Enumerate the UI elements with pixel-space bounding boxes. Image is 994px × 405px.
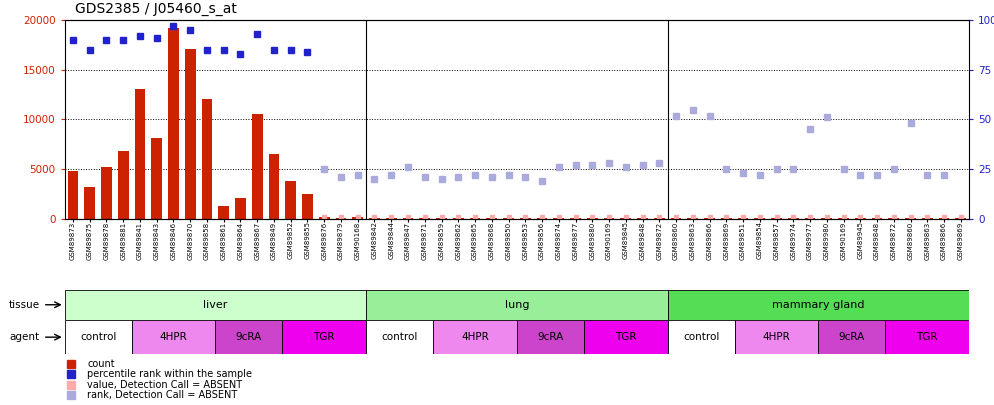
Text: 4HPR: 4HPR — [461, 332, 489, 342]
Bar — [216, 320, 282, 354]
Bar — [65, 290, 366, 320]
Text: 4HPR: 4HPR — [762, 332, 790, 342]
Bar — [721, 218, 732, 219]
Bar — [788, 218, 799, 219]
Text: control: control — [80, 332, 116, 342]
Bar — [403, 218, 414, 219]
Text: tissue: tissue — [8, 300, 40, 310]
Bar — [282, 320, 366, 354]
Bar — [704, 218, 715, 219]
Bar — [369, 218, 380, 219]
Bar — [469, 218, 480, 219]
Text: rank, Detection Call = ABSENT: rank, Detection Call = ABSENT — [87, 390, 238, 400]
Bar — [668, 290, 969, 320]
Bar — [603, 218, 614, 219]
Bar — [202, 99, 213, 219]
Bar — [838, 218, 849, 219]
Bar — [804, 218, 815, 219]
Bar — [134, 89, 145, 219]
Bar — [571, 218, 580, 219]
Bar — [131, 320, 216, 354]
Bar — [889, 218, 900, 219]
Bar — [637, 218, 648, 219]
Text: 9cRA: 9cRA — [537, 332, 564, 342]
Text: 4HPR: 4HPR — [160, 332, 187, 342]
Bar — [586, 218, 597, 219]
Bar — [84, 187, 95, 219]
Text: 9cRA: 9cRA — [236, 332, 262, 342]
Bar — [818, 320, 886, 354]
Bar — [101, 167, 112, 219]
Bar — [668, 320, 735, 354]
Bar — [168, 28, 179, 219]
Bar — [336, 218, 347, 219]
Bar — [620, 218, 631, 219]
Bar — [68, 171, 79, 219]
Bar — [453, 218, 463, 219]
Bar — [268, 154, 279, 219]
Bar — [419, 218, 430, 219]
Bar — [151, 139, 162, 219]
Bar — [955, 218, 966, 219]
Bar — [319, 217, 330, 219]
Bar — [285, 181, 296, 219]
Bar — [65, 320, 131, 354]
Bar — [235, 198, 246, 219]
Text: mammary gland: mammary gland — [772, 300, 865, 310]
Bar — [517, 320, 583, 354]
Bar — [386, 218, 397, 219]
Text: control: control — [683, 332, 720, 342]
Bar — [821, 218, 832, 219]
Bar — [366, 290, 668, 320]
Text: percentile rank within the sample: percentile rank within the sample — [87, 369, 252, 379]
Text: agent: agent — [9, 332, 40, 342]
Bar — [520, 218, 531, 219]
Bar — [938, 218, 949, 219]
Bar — [738, 218, 748, 219]
Bar — [687, 218, 698, 219]
Text: control: control — [382, 332, 417, 342]
Bar — [486, 218, 497, 219]
Bar — [654, 218, 665, 219]
Bar — [872, 218, 883, 219]
Bar — [185, 49, 196, 219]
Bar — [302, 194, 313, 219]
Text: liver: liver — [203, 300, 228, 310]
Bar — [352, 217, 363, 219]
Bar — [537, 218, 548, 219]
Bar — [906, 218, 915, 219]
Bar — [886, 320, 969, 354]
Text: count: count — [87, 359, 115, 369]
Bar — [433, 320, 517, 354]
Bar — [921, 218, 932, 219]
Text: TGR: TGR — [615, 332, 636, 342]
Text: TGR: TGR — [916, 332, 938, 342]
Bar — [671, 218, 682, 219]
Bar — [118, 151, 128, 219]
Bar — [436, 218, 447, 219]
Text: value, Detection Call = ABSENT: value, Detection Call = ABSENT — [87, 379, 243, 390]
Bar — [583, 320, 668, 354]
Text: 9cRA: 9cRA — [839, 332, 865, 342]
Bar — [735, 320, 818, 354]
Bar — [554, 218, 565, 219]
Bar — [855, 218, 866, 219]
Bar — [771, 218, 782, 219]
Text: GDS2385 / J05460_s_at: GDS2385 / J05460_s_at — [75, 2, 237, 16]
Bar — [219, 206, 230, 219]
Bar — [251, 113, 262, 219]
Bar — [503, 218, 514, 219]
Bar — [754, 218, 765, 219]
Text: lung: lung — [505, 300, 529, 310]
Bar — [366, 320, 433, 354]
Text: TGR: TGR — [313, 332, 335, 342]
